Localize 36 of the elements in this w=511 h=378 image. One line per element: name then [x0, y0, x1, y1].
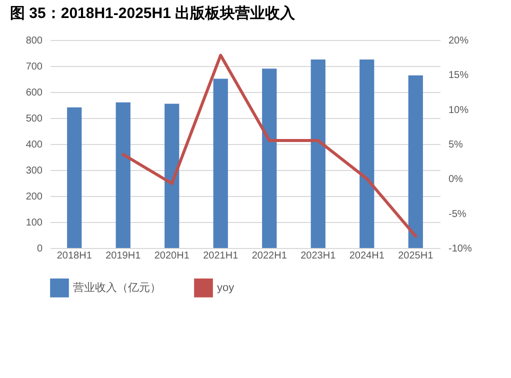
y-tick-label: 0 — [36, 244, 43, 254]
y2-tick-label: 5% — [448, 140, 464, 150]
y2-tick-label: 15% — [448, 70, 469, 82]
y2-tick-label: -10% — [448, 244, 472, 254]
bar — [164, 104, 180, 248]
y-tick-label: 100 — [26, 218, 43, 228]
legend-label: 营业收入（亿元） — [73, 280, 161, 294]
x-tick-label: 2024H1 — [349, 250, 385, 262]
bar — [116, 102, 130, 248]
y-tick-label: 700 — [26, 62, 43, 72]
y-tick-label: 400 — [26, 140, 43, 150]
line-series — [122, 54, 418, 238]
y-tick-label: 200 — [26, 192, 43, 202]
x-tick-label: 2022H1 — [252, 250, 288, 262]
y-tick-label: 500 — [26, 114, 43, 124]
x-tick-label: 2021H1 — [203, 250, 239, 262]
chart-title: 图 35：2018H1-2025H1 出版板块营业收入 — [10, 5, 296, 22]
y2-tick-label: -5% — [448, 208, 466, 220]
legend-label: yoy — [217, 282, 235, 294]
bar — [213, 78, 228, 248]
x-tick-label: 2019H1 — [106, 250, 142, 262]
y-tick-label: 600 — [26, 88, 43, 98]
bar — [310, 60, 326, 248]
bar — [408, 75, 423, 248]
bar — [360, 60, 374, 248]
y2-tick-label: 0% — [448, 174, 464, 186]
y2-tick-label: 10% — [448, 104, 469, 116]
x-tick-label: 2025H1 — [398, 250, 434, 262]
y2-tick-label: 20% — [448, 36, 469, 46]
y-tick-label: 800 — [26, 36, 43, 46]
y-tick-label: 300 — [26, 166, 43, 176]
x-tick-label: 2018H1 — [56, 250, 92, 262]
x-tick-label: 2023H1 — [300, 250, 336, 262]
x-tick-label: 2020H1 — [154, 250, 190, 262]
bar — [262, 68, 277, 248]
bar — [67, 107, 82, 248]
